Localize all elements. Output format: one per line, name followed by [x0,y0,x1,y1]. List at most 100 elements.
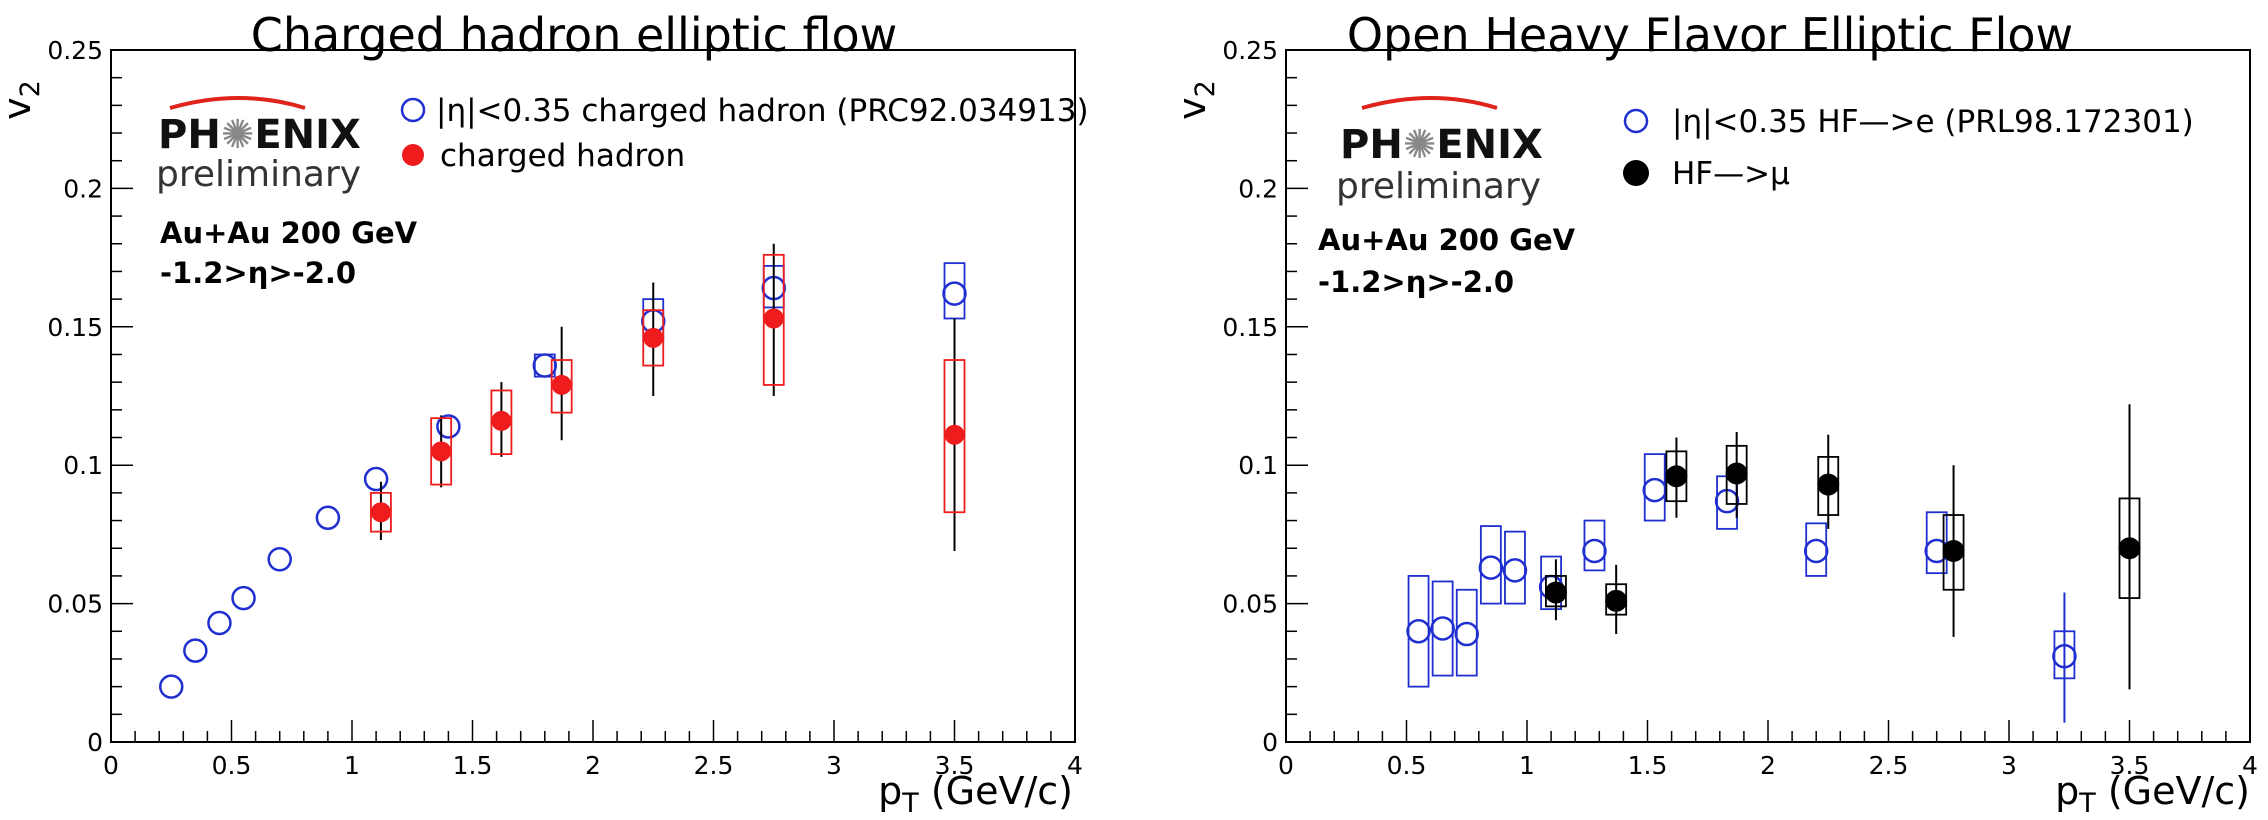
left-data-point-open [207,610,232,636]
right-annotation-eta: -1.2>η>-2.0 [1318,265,1514,299]
right-data-point-open [1478,555,1504,580]
left-chart-panel: Charged hadron elliptic flow v2 pT (GeV/… [0,8,1089,819]
left-sys-error-box [762,253,785,386]
left-data-point-open [159,674,184,699]
left-x-tick-label: 1.5 [453,751,493,780]
right-data-point-filled [2118,537,2141,560]
left-y-tick-label: 0.2 [63,174,103,203]
left-x-tick-label: 2 [585,751,601,780]
right-y-tick-label: 0.2 [1238,174,1278,203]
left-x-axis-label: pT (GeV/c) [878,769,1073,819]
right-data-point-open [1406,619,1431,644]
left-sys-error-box [943,262,966,320]
right-y-axis-label: v2 [1170,80,1221,120]
left-x-tick-label: 0 [103,751,119,780]
left-logo-text: PH✺ENIX [158,112,361,158]
left-y-tick-label: 0.15 [47,313,103,342]
left-x-tick-label: 0.5 [212,751,252,780]
right-sys-error-box [1504,530,1526,605]
right-annotation-system: Au+Au 200 GeV [1318,223,1576,257]
left-annotation-eta: -1.2>η>-2.0 [160,256,356,290]
right-legend-marker-open [1623,108,1649,134]
right-data-point-open [1803,538,1829,564]
right-sys-error-box [1805,522,1828,577]
left-y-tick-label: 0.25 [47,36,103,65]
left-data-point-filled [944,424,965,445]
right-logo-text: PH✺ENIX [1340,122,1543,168]
left-data-point-open [231,585,256,611]
left-legend-marker-open [400,97,426,123]
right-y-tick-label: 0.05 [1222,590,1278,619]
right-data-point-open [1454,621,1479,647]
right-data-point-filled [1665,465,1688,488]
right-sys-error-box [1407,575,1430,688]
right-y-tick-label: 0.1 [1238,451,1278,480]
right-data-point-filled [1725,462,1748,485]
left-legend-label-1: charged hadron [440,138,685,174]
right-data-point-filled [1605,589,1628,612]
left-data-point-filled [431,441,452,462]
left-data-point-open [267,547,292,572]
left-y-axis-label: v2 [0,80,46,120]
left-x-tick-label: 3.5 [935,751,975,780]
left-data-point-filled [763,308,784,329]
left-data-point-open [363,466,389,492]
right-y-tick-label: 0.15 [1222,313,1278,342]
right-data-point-open [2052,643,2077,669]
right-x-tick-label: 0.5 [1387,751,1427,780]
left-legend-label-0: |η|<0.35 charged hadron (PRC92.034913) [436,93,1089,129]
left-legend: |η|<0.35 charged hadron (PRC92.034913) c… [400,93,1089,174]
left-data-point-open [532,353,558,378]
right-y-tick-label: 0 [1262,728,1278,757]
left-legend-marker-filled [402,144,424,166]
right-y-tick-label: 0.25 [1222,36,1278,65]
right-data-point-open [1430,616,1455,641]
left-data-point-open [315,505,341,531]
left-data-point-filled [643,327,664,348]
right-data-point-filled [1544,581,1567,604]
right-sys-error-box [1479,525,1502,605]
right-x-tick-label: 0 [1278,751,1294,780]
left-annotation-system: Au+Au 200 GeV [160,216,418,250]
right-x-tick-label: 2.5 [1869,751,1909,780]
right-x-tick-label: 3 [2001,751,2017,780]
left-phenix-logo: PH✺ENIX preliminary [156,96,361,195]
right-chart-title: Open Heavy Flavor Elliptic Flow [1347,8,2073,62]
left-x-tick-label: 3 [826,751,842,780]
left-sys-error-box [943,359,966,514]
right-legend: |η|<0.35 HF—>e (PRL98.172301) HF—>μ [1623,104,2194,192]
right-x-tick-label: 1.5 [1628,751,1668,780]
right-legend-marker-filled [1623,160,1649,186]
left-data-point-open [183,638,208,663]
left-y-tick-label: 0.1 [63,451,103,480]
right-data-point-open [1502,558,1528,583]
right-logo-subtitle: preliminary [1336,166,1541,207]
right-data-point-open [1642,477,1667,503]
left-x-tick-label: 1 [344,751,360,780]
left-x-tick-label: 4 [1067,751,1083,780]
right-data-point-filled [1942,540,1965,563]
right-sys-error-box [1431,580,1454,677]
right-data-point-open [1582,538,1607,564]
right-sys-error-box [1455,588,1478,677]
right-x-tick-label: 4 [2242,751,2258,780]
right-data-point-filled [1817,473,1840,496]
right-legend-label-1: HF—>μ [1672,156,1790,192]
right-x-tick-label: 2 [1760,751,1776,780]
right-x-axis-label: pT (GeV/c) [2055,769,2250,819]
left-y-tick-label: 0 [87,728,103,757]
right-legend-label-0: |η|<0.35 HF—>e (PRL98.172301) [1672,104,2194,140]
right-chart-panel: Open Heavy Flavor Elliptic Flow v2 pT (G… [1170,8,2258,819]
left-sys-error-box [490,389,513,456]
left-chart-title: Charged hadron elliptic flow [251,8,898,62]
left-data-point-filled [491,410,512,431]
right-sys-error-box [1643,453,1666,522]
left-y-tick-label: 0.05 [47,590,103,619]
right-x-tick-label: 3.5 [2110,751,2150,780]
right-x-tick-label: 1 [1519,751,1535,780]
left-sys-error-box [550,359,573,414]
left-x-tick-label: 2.5 [694,751,734,780]
left-data-point-filled [551,374,572,395]
left-data-point-filled [370,502,391,523]
